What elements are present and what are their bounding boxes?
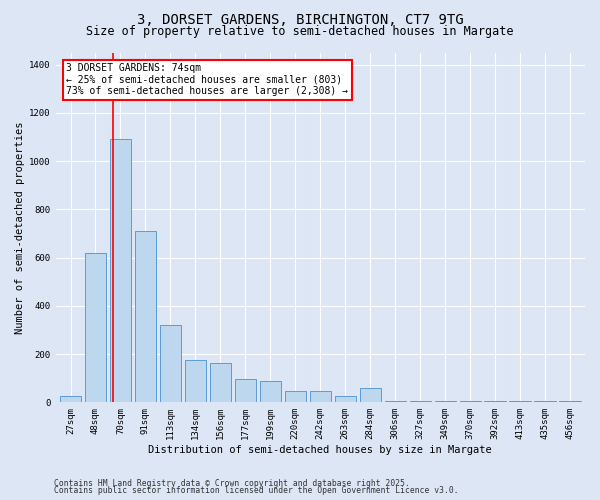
- Bar: [460, 401, 481, 402]
- Bar: [210, 362, 231, 403]
- Bar: [310, 392, 331, 402]
- Bar: [335, 396, 356, 402]
- Bar: [385, 401, 406, 402]
- Bar: [434, 401, 456, 402]
- Text: 3 DORSET GARDENS: 74sqm
← 25% of semi-detached houses are smaller (803)
73% of s: 3 DORSET GARDENS: 74sqm ← 25% of semi-de…: [66, 63, 348, 96]
- Bar: [85, 252, 106, 402]
- Bar: [535, 401, 556, 402]
- Bar: [110, 140, 131, 402]
- Bar: [509, 401, 530, 402]
- Bar: [60, 396, 81, 402]
- Bar: [410, 401, 431, 402]
- Bar: [359, 388, 381, 402]
- Y-axis label: Number of semi-detached properties: Number of semi-detached properties: [15, 121, 25, 334]
- Bar: [260, 380, 281, 402]
- Bar: [559, 401, 581, 402]
- Bar: [135, 231, 156, 402]
- Bar: [484, 401, 506, 402]
- Bar: [235, 380, 256, 402]
- Text: Contains public sector information licensed under the Open Government Licence v3: Contains public sector information licen…: [54, 486, 458, 495]
- Bar: [160, 325, 181, 402]
- X-axis label: Distribution of semi-detached houses by size in Margate: Distribution of semi-detached houses by …: [148, 445, 492, 455]
- Bar: [284, 392, 306, 402]
- Text: 3, DORSET GARDENS, BIRCHINGTON, CT7 9TG: 3, DORSET GARDENS, BIRCHINGTON, CT7 9TG: [137, 12, 463, 26]
- Text: Contains HM Land Registry data © Crown copyright and database right 2025.: Contains HM Land Registry data © Crown c…: [54, 478, 410, 488]
- Bar: [185, 360, 206, 403]
- Text: Size of property relative to semi-detached houses in Margate: Size of property relative to semi-detach…: [86, 25, 514, 38]
